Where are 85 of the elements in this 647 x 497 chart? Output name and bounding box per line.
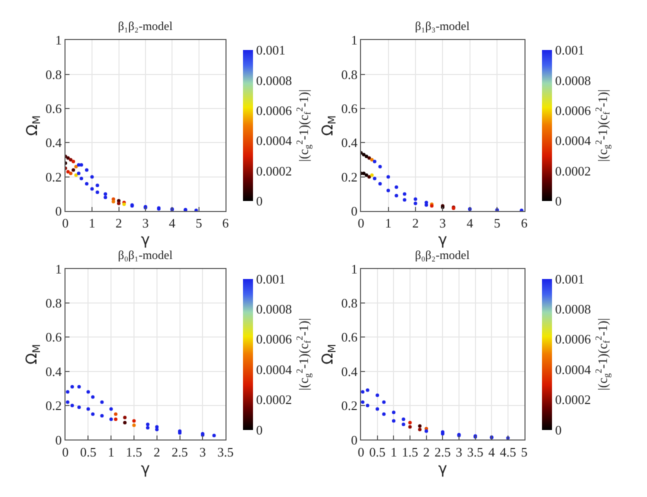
color-bar-label: 0 [555,194,562,209]
x-tick-label: 5 [494,216,500,231]
x-axis-title: γ [140,459,150,478]
x-tick-label: 1 [108,444,114,460]
color-bar-label: 0.0002 [256,392,292,408]
y-tick-label: 0.8 [341,296,358,311]
y-tick-label: 1 [55,32,62,48]
color-bar-label: 0 [555,422,562,438]
color-bar-label: 0.0004 [555,133,592,148]
x-tick-label: 2 [116,216,122,231]
y-tick-label: 0.4 [46,364,62,379]
color-bar-label: 0 [256,422,263,438]
x-tick-label: 6 [521,216,528,231]
x-tick-label: 3.5 [467,444,484,460]
color-bar-label: 0.0008 [256,302,292,317]
x-tick-label: 2.5 [172,444,188,460]
x-tick-label: 5 [521,444,528,460]
x-tick-label: 1.5 [126,444,142,460]
chart-title: β₀β₁-model [118,248,174,262]
color-bar-label: 0.0006 [256,103,292,118]
x-tick-label: 1 [88,216,96,231]
x-tick-label: 1 [385,216,392,231]
x-tick-label: 1.5 [402,444,418,460]
y-tick-label: 0.6 [341,330,358,345]
y-tick-label: 0.8 [341,66,358,82]
x-tick-label: 2 [154,444,160,460]
y-tick-label: 0 [350,432,358,448]
y-tick-label: 0.4 [46,135,62,150]
color-bar-label: 0.0004 [256,133,292,148]
y-tick-label: 0.6 [46,101,62,116]
color-bar-label: 0.0002 [555,163,591,178]
x-tick-label: 4 [168,216,176,231]
color-bar-label: 0.0002 [555,392,591,408]
color-bar-label: 0.0006 [555,103,592,118]
color-bar-label: 0.0008 [256,72,292,88]
x-tick-label: 0.5 [369,444,386,460]
x-tick-label: 3.5 [217,444,234,460]
x-tick-label: 2.5 [434,444,451,460]
y-tick-label: 1 [350,261,358,276]
x-axis-title: γ [438,459,448,478]
y-tick-label: 0 [55,204,62,219]
y-tick-label: 0.2 [341,169,358,184]
color-bar-label: 0.0008 [555,72,591,88]
y-tick-label: 0.2 [341,398,358,414]
color-bar-label: 0.0008 [555,302,591,317]
x-tick-label: 4 [466,216,474,231]
x-tick-label: 3 [199,444,206,460]
color-bar-label: 0.0006 [256,332,292,347]
x-tick-label: 3 [456,444,462,460]
color-bar-label: 0.001 [555,42,584,58]
y-tick-label: 1 [350,32,358,48]
color-bar-label: 0.0004 [256,362,292,377]
x-axis-title: γ [438,230,448,249]
x-tick-label: 2 [412,216,419,231]
x-tick-label: 4 [488,444,496,460]
y-tick-label: 0.4 [341,364,358,379]
x-tick-label: 1 [390,444,397,460]
y-tick-label: 0.4 [341,135,358,150]
y-tick-label: 0.8 [46,66,62,82]
color-bar-label: 0.0004 [555,362,592,377]
y-tick-label: 0.6 [46,330,62,345]
y-tick-label: 0.6 [341,101,358,116]
y-tick-label: 0.2 [46,398,62,414]
color-bar-label: 0 [256,194,263,209]
x-tick-label: 3 [439,216,446,231]
chart-title: β₁β₃-model [415,19,470,33]
y-tick-label: 1 [55,261,62,276]
x-axis-title: γ [140,230,150,249]
x-tick-label: 5 [196,216,202,231]
y-tick-label: 0 [350,204,358,219]
x-tick-label: 0.5 [80,444,96,460]
x-tick-label: 6 [222,216,230,231]
color-bar-label: 0.0006 [555,332,592,347]
color-bar-label: 0.001 [555,271,584,286]
x-tick-label: 2 [423,444,430,460]
color-bar-label: 0.001 [256,271,286,286]
x-tick-label: 3 [142,216,149,231]
y-tick-label: 0.8 [46,296,62,311]
y-tick-label: 0.2 [46,169,62,184]
chart-title: β₀β₂-model [415,248,470,262]
color-bar-label: 0.001 [256,42,286,58]
x-tick-label: 4.5 [500,444,516,460]
y-tick-label: 0 [55,432,62,448]
chart-title: β₁β₂-model [118,19,174,33]
color-bar-label: 0.0002 [256,163,292,178]
